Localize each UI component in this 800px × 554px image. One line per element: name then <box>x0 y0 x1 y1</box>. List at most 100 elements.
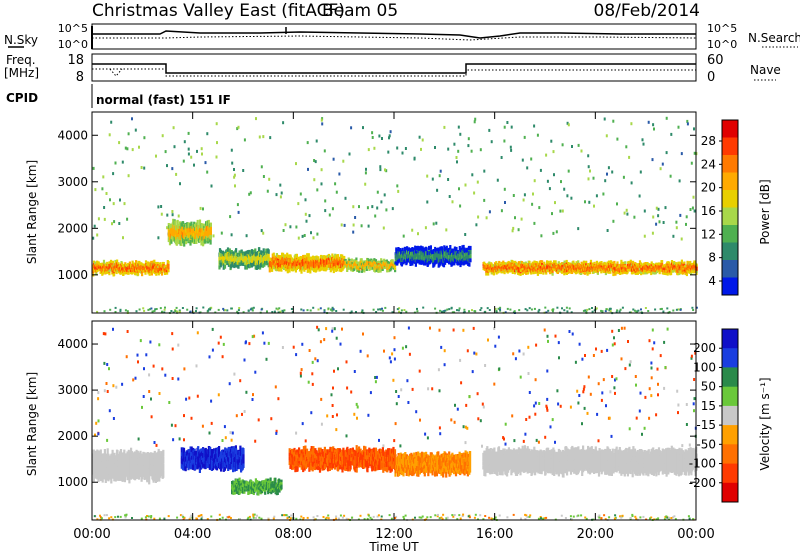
ground-scatter-cell <box>279 310 282 313</box>
echo-cell <box>313 256 316 261</box>
scatter-cell <box>335 428 338 432</box>
echo-cell <box>514 270 517 273</box>
scatter-cell <box>275 431 278 435</box>
scatter-cell <box>536 133 539 137</box>
echo-cell <box>347 267 350 270</box>
scatter-cell <box>431 387 434 391</box>
scatter-cell <box>161 134 164 138</box>
scatter-cell <box>152 364 155 368</box>
scatter-cell <box>385 208 388 212</box>
scatter-cell <box>493 382 496 386</box>
echo-cell <box>453 261 456 266</box>
echo-cell <box>465 260 468 265</box>
scatter-cell <box>325 327 328 331</box>
ground-scatter-cell <box>398 310 401 313</box>
scatter-cell <box>473 191 476 195</box>
ground-scatter-cell <box>226 309 229 312</box>
scatter-cell <box>343 223 346 227</box>
scatter-cell <box>411 228 414 232</box>
echo-cell <box>387 262 390 264</box>
echo-cell <box>495 271 498 275</box>
scatter-cell <box>460 381 463 385</box>
scatter-cell <box>653 127 655 131</box>
scatter-cell <box>686 122 689 126</box>
ground-scatter-cell <box>446 308 449 311</box>
echo-cell <box>484 266 487 269</box>
scatter-cell <box>527 345 530 349</box>
echo-cell <box>357 261 361 264</box>
ground-scatter-cell <box>480 307 483 310</box>
scatter-cell <box>404 147 407 150</box>
ground-scatter-cell <box>175 306 178 309</box>
scatter-cell <box>396 146 399 150</box>
echo-cell <box>248 249 251 255</box>
scatter-cell <box>396 184 399 188</box>
ground-scatter-cell <box>199 311 202 314</box>
scatter-cell <box>490 140 493 144</box>
noise-left-tick-top: 10^5 <box>58 22 88 35</box>
ground-scatter-cell <box>495 309 498 312</box>
colorbar-swatch <box>722 190 738 208</box>
scatter-cell <box>500 209 503 213</box>
scatter-cell <box>188 396 191 400</box>
scatter-cell <box>320 168 323 172</box>
scatter-cell <box>306 141 309 145</box>
scatter-cell <box>426 200 429 204</box>
ground-scatter-cell <box>124 309 127 312</box>
ground-scatter-cell <box>444 309 447 312</box>
ground-scatter-cell <box>290 308 293 310</box>
echo-cell <box>120 261 123 264</box>
ground-scatter-cell <box>443 310 446 313</box>
scatter-cell <box>611 170 614 174</box>
scatter-cell <box>185 397 188 401</box>
scatter-cell <box>115 385 118 389</box>
echo-cell <box>353 268 356 271</box>
echo-cell <box>505 262 508 265</box>
scatter-cell <box>243 138 246 142</box>
echo-cell <box>540 271 543 275</box>
echo-cell <box>442 262 446 268</box>
echo-cell <box>317 256 320 260</box>
echo-cell <box>607 271 610 274</box>
ground-scatter-cell <box>400 309 403 312</box>
scatter-cell <box>581 422 583 426</box>
scatter-cell <box>245 390 248 394</box>
scatter-cell <box>172 438 175 442</box>
ground-scatter-cell <box>595 307 598 310</box>
scatter-cell <box>643 234 646 238</box>
power-ylabel: Slant Range [km] <box>25 160 39 264</box>
ground-scatter-cell <box>526 309 529 312</box>
ground-scatter-cell <box>600 309 603 312</box>
scatter-cell <box>374 380 377 384</box>
scatter-cell <box>611 343 614 347</box>
echo-cell <box>298 268 302 272</box>
ground-scatter-cell <box>605 308 608 311</box>
scatter-cell <box>211 327 214 331</box>
ground-scatter-cell <box>568 307 571 310</box>
scatter-cell <box>533 179 536 183</box>
ground-scatter-cell <box>388 514 391 517</box>
echo-cell <box>567 267 570 270</box>
echo-cell <box>502 265 505 268</box>
ground-scatter-cell <box>691 306 694 309</box>
ground-scatter-cell <box>474 513 477 516</box>
scatter-cell <box>511 229 514 233</box>
echo-cell <box>228 248 231 253</box>
colorbar-tick-label: 28 <box>701 134 716 148</box>
scatter-cell <box>279 195 282 199</box>
scatter-cell <box>426 436 429 440</box>
echo-cell <box>501 270 504 274</box>
scatter-cell <box>431 177 434 181</box>
ground-scatter-cell <box>110 516 113 519</box>
echo-cell <box>392 265 395 268</box>
echo-cell <box>519 273 522 276</box>
echo-cell <box>440 246 444 251</box>
scatter-cell <box>677 125 680 129</box>
ground-scatter-cell <box>252 306 255 309</box>
echo-cell <box>469 245 472 250</box>
echo-cell <box>316 266 319 270</box>
echo-cell <box>612 273 615 277</box>
echo-cell <box>531 261 534 264</box>
scatter-cell <box>392 378 395 382</box>
scatter-cell <box>479 419 482 423</box>
